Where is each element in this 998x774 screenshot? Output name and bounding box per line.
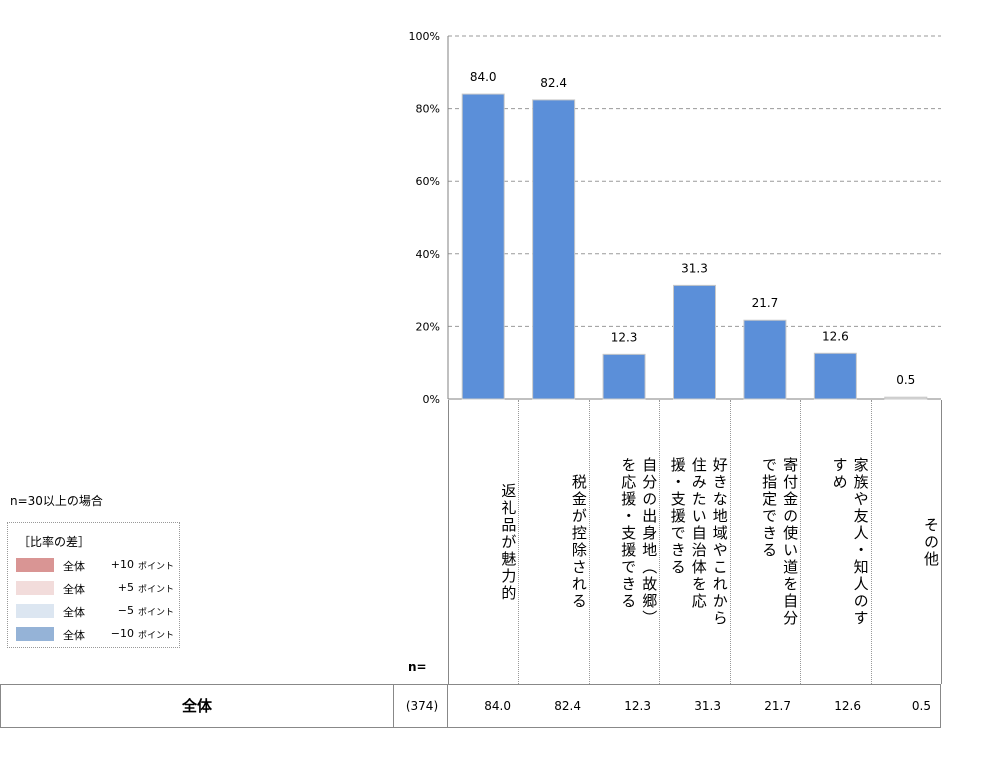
table-cell: 12.6 <box>834 699 861 713</box>
sample-size: (374) <box>405 699 439 713</box>
bar <box>602 353 646 400</box>
n-header: n= <box>408 660 427 674</box>
legend-delta: −5 <box>117 604 134 617</box>
y-tick-label: 100% <box>409 30 440 43</box>
legend-label: 全体 <box>63 560 85 573</box>
table-cell: 31.3 <box>694 699 721 713</box>
category-divider <box>941 400 942 684</box>
category-label-text: 返礼品が魅力的 <box>499 482 518 602</box>
table-row: 全体 (374) 84.0 82.4 12.3 31.3 21.7 12.6 0… <box>0 684 941 728</box>
category-label: 税金が控除される <box>518 400 588 684</box>
legend-label: 全体 <box>63 629 85 642</box>
legend-swatch <box>16 627 54 641</box>
category-divider <box>729 400 731 684</box>
category-label: 好きな地域やこれから 住みたい自治体を応 援・支援できる <box>659 400 729 684</box>
table-cell: 0.5 <box>911 699 931 713</box>
category-label: 寄付金の使い道を自分 で指定できる <box>730 400 800 684</box>
legend-item: 全体 +10 ポイント <box>16 557 176 573</box>
category-label-text: 好きな地域やこれから 住みたい自治体を応 援・支援できる <box>668 457 729 627</box>
bar <box>532 99 576 400</box>
legend-swatch <box>16 581 54 595</box>
category-divider <box>448 400 449 684</box>
legend-item: 全体 −10 ポイント <box>16 626 176 642</box>
category-divider <box>800 400 802 684</box>
category-divider <box>870 400 872 684</box>
y-axis-ticks: 0% 20% 40% 60% 80% 100% <box>409 30 440 406</box>
bar <box>813 352 857 400</box>
column-divider <box>393 685 394 727</box>
legend-delta: +5 <box>117 581 134 594</box>
table-cell: 82.4 <box>554 699 581 713</box>
bar-value-label: 84.0 <box>470 70 497 84</box>
bar-value-label: 0.5 <box>896 373 915 387</box>
category-label-text: 税金が控除される <box>569 474 588 610</box>
category-label: その他 <box>871 400 941 684</box>
y-tick-label: 20% <box>416 320 440 333</box>
bar-value-label: 21.7 <box>752 296 779 310</box>
table-cell: 21.7 <box>764 699 791 713</box>
category-label-text: 家族や友人・知人のす すめ <box>830 457 870 627</box>
legend-label: 全体 <box>63 606 85 619</box>
legend-label: 全体 <box>63 583 85 596</box>
legend-unit: ポイント <box>138 631 175 641</box>
category-label-text: 寄付金の使い道を自分 で指定できる <box>760 457 800 627</box>
category-divider <box>659 400 661 684</box>
bar-value-label: 31.3 <box>681 261 708 275</box>
row-label: 全体 <box>181 697 212 715</box>
legend-unit: ポイント <box>138 608 175 618</box>
legend-swatch <box>16 604 54 618</box>
y-tick-label: 0% <box>423 393 440 406</box>
legend-delta: +10 <box>110 558 134 571</box>
table-cell: 84.0 <box>484 699 511 713</box>
category-labels: 返礼品が魅力的 税金が控除される 自分の出身地︵故郷︶ を応援・支援できる 好きな地域… <box>448 400 942 684</box>
column-divider <box>447 685 448 727</box>
y-tick-label: 60% <box>416 175 440 188</box>
bar-chart: 0% 20% 40% 60% 80% 100% 84.0 82.4 12.3 31.3 21.7 1… <box>409 30 941 406</box>
bar <box>673 284 716 400</box>
sample-size-note: n=30以上の場合 <box>10 494 103 508</box>
table-cell: 12.3 <box>624 699 651 713</box>
bar <box>884 396 928 400</box>
y-tick-label: 80% <box>416 103 440 116</box>
bars <box>461 93 928 400</box>
bar-value-label: 12.6 <box>822 329 849 343</box>
category-label: 返礼品が魅力的 <box>448 400 518 684</box>
bar-value-label: 12.3 <box>611 330 638 344</box>
category-divider <box>588 400 590 684</box>
legend-swatch <box>16 558 54 572</box>
category-label-text: その他 <box>921 516 940 568</box>
category-label-text: 自分の出身地︵故郷︶ を応援・支援できる <box>619 457 659 627</box>
bar <box>461 93 505 400</box>
legend-item: 全体 +5 ポイント <box>16 580 176 596</box>
legend-unit: ポイント <box>138 585 175 595</box>
legend-item: 全体 −5 ポイント <box>16 603 176 619</box>
legend-unit: ポイント <box>138 562 175 572</box>
category-divider <box>518 400 520 684</box>
legend-title: ［比率の差］ <box>18 535 91 549</box>
category-label: 自分の出身地︵故郷︶ を応援・支援できる <box>589 400 659 684</box>
bar <box>743 319 787 400</box>
bar-value-label: 82.4 <box>540 76 567 90</box>
category-label: 家族や友人・知人のす すめ <box>800 400 870 684</box>
bar-value-labels: 84.0 82.4 12.3 31.3 21.7 12.6 0.5 <box>470 70 915 387</box>
legend-delta: −10 <box>110 627 134 640</box>
legend: ［比率の差］ 全体 +10 ポイント 全体 +5 ポイント 全体 −5 ポイント… <box>7 522 180 648</box>
y-tick-label: 40% <box>416 248 440 261</box>
